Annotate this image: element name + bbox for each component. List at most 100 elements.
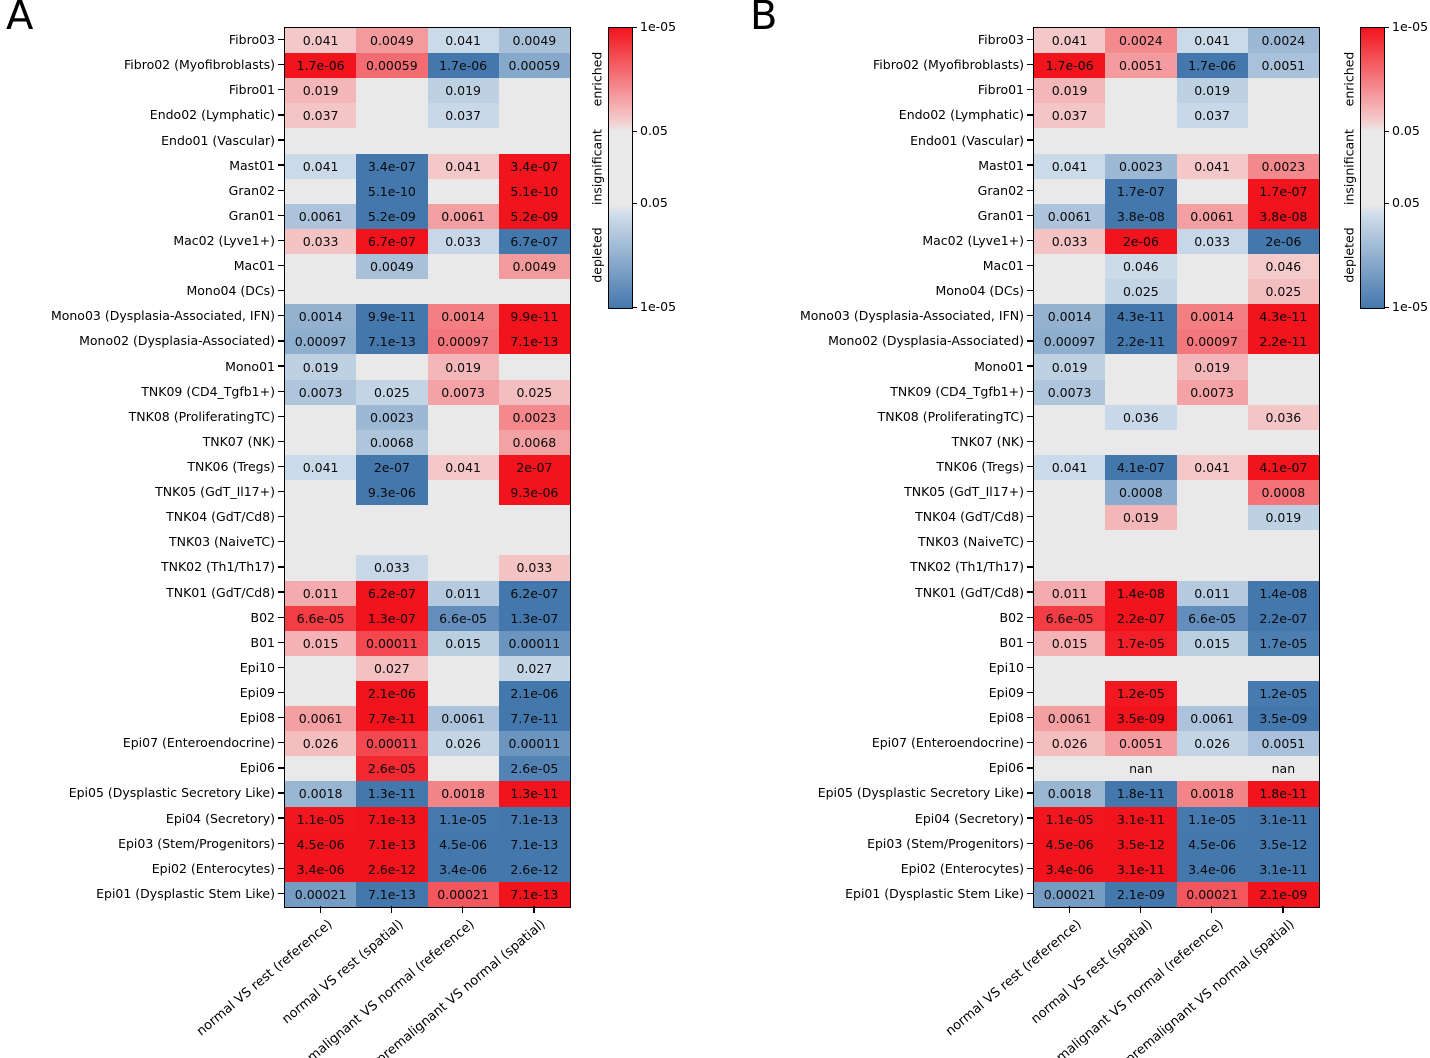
heatmap-cell: 1.7e-05 (1105, 630, 1177, 656)
y-tick-mark (278, 415, 284, 417)
row-label-text: Epi06 (239, 760, 275, 776)
heatmap-cell (356, 78, 428, 104)
heatmap-cell (1105, 379, 1177, 405)
heatmap-cell: 0.015 (427, 630, 499, 656)
heatmap-cell: 1.1e-05 (1034, 806, 1106, 832)
y-tick-mark (278, 616, 284, 618)
heatmap-cell (498, 103, 570, 129)
row-label: Fibro03 (4, 27, 284, 52)
heatmap-cell: 0.0023 (356, 404, 428, 430)
row-label-text: Epi06 (988, 760, 1024, 776)
row-label-text: Endo01 (Vascular) (910, 132, 1024, 148)
heatmap-cell: 0.033 (1034, 228, 1106, 255)
row-label-text: Epi10 (988, 659, 1024, 675)
heatmap-cell: 0.0049 (356, 28, 428, 54)
y-tick-mark (1027, 516, 1033, 518)
row-label-text: Mono03 (Dysplasia-Associated, IFN) (799, 308, 1024, 324)
heatmap-cell: 4.5e-06 (1176, 831, 1248, 857)
heatmap-cell: 0.037 (1034, 103, 1106, 129)
heatmap-cell: 0.026 (1176, 731, 1248, 757)
y-tick-mark (278, 817, 284, 819)
heatmap-cell (427, 254, 499, 280)
heatmap-cell: 7.1e-13 (356, 329, 428, 355)
heatmap-cell: 1.2e-05 (1105, 680, 1177, 707)
heatmap-cell: 0.00021 (427, 881, 499, 907)
heatmap-cell: 7.1e-13 (356, 831, 428, 857)
heatmap-cell: 0.0073 (427, 379, 499, 405)
heatmap-cell (1034, 555, 1106, 581)
heatmap-cell: 0.033 (1176, 228, 1248, 255)
row-label-text: Epi08 (239, 710, 275, 726)
row-label-text: TNK02 (Th1/Th17) (160, 559, 275, 575)
y-tick-mark (278, 264, 284, 267)
colorbar-tick-label: 0.05 (640, 195, 668, 211)
heatmap-cell: 0.0051 (1105, 731, 1177, 757)
row-label: Mac01 (4, 253, 284, 278)
row-label-text: Epi09 (239, 685, 275, 700)
heatmap-cell: 5.2e-09 (356, 203, 428, 229)
heatmap-cell (1247, 655, 1319, 681)
heatmap-cell: 0.0073 (1176, 379, 1248, 405)
row-label: Epi09 (716, 680, 1033, 705)
heatmap-cell: 0.0023 (498, 404, 570, 430)
heatmap-cell: 1.1e-05 (1176, 806, 1248, 832)
row-label-text: Mono04 (DCs) (935, 283, 1024, 299)
row-label-text: Epi01 (Dysplastic Stem Like) (96, 885, 275, 901)
row-label: TNK08 (ProliferatingTC) (716, 404, 1033, 429)
row-label: Fibro03 (716, 27, 1033, 52)
y-tick-mark (278, 114, 284, 116)
heatmap-cell: 0.041 (427, 28, 499, 54)
heatmap-cell: 0.019 (1176, 354, 1248, 380)
heatmap-cell: 0.033 (285, 228, 357, 255)
heatmap-cell: 1.4e-08 (1105, 580, 1177, 606)
row-label: TNK08 (ProliferatingTC) (4, 404, 284, 429)
heatmap-cell: 0.046 (1105, 254, 1177, 280)
row-label-text: Mac02 (Lyve1+) (922, 232, 1024, 248)
y-tick-mark (278, 214, 284, 216)
row-label-text: TNK03 (NaiveTC) (168, 534, 275, 550)
heatmap-cell: 0.0014 (1034, 304, 1106, 330)
heatmap-cell: 2.1e-09 (1105, 881, 1177, 907)
heatmap-cell: 0.00059 (356, 53, 428, 79)
heatmap-cell: 0.019 (285, 78, 357, 104)
row-label: TNK03 (NaiveTC) (716, 529, 1033, 554)
row-label-text: TNK01 (GdT/Cd8) (915, 584, 1024, 600)
heatmap-cell (1105, 103, 1177, 129)
y-tick-mark (1027, 716, 1033, 719)
heatmap-cell (1247, 429, 1319, 455)
y-tick-mark (1027, 666, 1033, 669)
y-tick-mark (278, 892, 284, 895)
row-label-text: Fibro01 (228, 82, 275, 98)
heatmap-cell: 4.5e-06 (427, 831, 499, 857)
y-tick-mark (1027, 390, 1033, 392)
heatmap-cell: 3.4e-06 (427, 856, 499, 882)
x-tick-mark (1068, 906, 1070, 913)
row-label: TNK09 (CD4_Tgfb1+) (716, 379, 1033, 404)
row-label-text: Gran01 (228, 207, 275, 223)
heatmap-cell (1176, 680, 1248, 707)
row-label-text: TNK04 (GdT/Cd8) (915, 509, 1024, 525)
heatmap-cell: 1.1e-05 (427, 806, 499, 832)
heatmap-cell (1176, 555, 1248, 581)
heatmap-cell: 0.0024 (1247, 28, 1319, 54)
y-tick-mark (1027, 340, 1033, 342)
heatmap-cell: 1.7e-07 (1105, 178, 1177, 204)
heatmap-cell: 0.00097 (285, 329, 357, 355)
heatmap-cell (1105, 655, 1177, 681)
heatmap-cell: 0.0061 (1176, 203, 1248, 229)
y-tick-mark (278, 239, 284, 242)
x-tick-label: premalignant VS normal (reference) (1037, 917, 1227, 1058)
row-label-text: Epi09 (988, 685, 1024, 700)
row-label-text: Mac01 (233, 258, 275, 274)
row-label-text: Epi07 (Enteroendocrine) (871, 735, 1024, 751)
heatmap-cell: 0.041 (427, 454, 499, 481)
heatmap-cell: 0.00021 (1034, 881, 1106, 907)
heatmap-cell: 2e-06 (1247, 228, 1319, 255)
heatmap-cell: 6.6e-05 (427, 605, 499, 631)
row-label: Gran01 (4, 203, 284, 228)
heatmap-cell: 0.026 (1034, 731, 1106, 757)
y-tick-mark (278, 591, 284, 593)
row-label: TNK03 (NaiveTC) (4, 529, 284, 554)
row-label: Epi04 (Secretory) (4, 806, 284, 831)
row-label-text: TNK09 (CD4_Tgfb1+) (141, 383, 275, 399)
